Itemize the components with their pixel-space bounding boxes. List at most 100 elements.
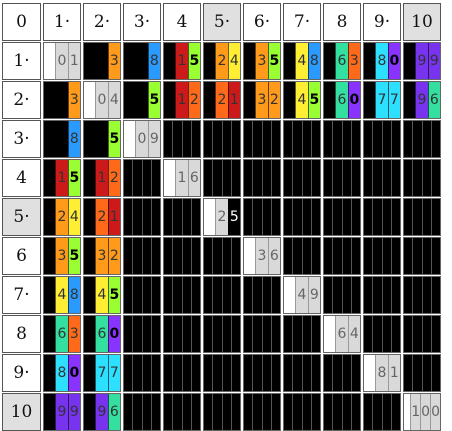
product-cell-8-6[interactable]: [243, 315, 281, 353]
product-cell-9-10[interactable]: [403, 354, 441, 392]
product-cell-6-3[interactable]: [123, 237, 161, 275]
product-cell-3-10[interactable]: [403, 120, 441, 158]
product-cell-6-7[interactable]: [283, 237, 321, 275]
product-cell-10-6[interactable]: [243, 393, 281, 431]
product-cell-3-7[interactable]: [283, 120, 321, 158]
product-cell-7-4[interactable]: [163, 276, 201, 314]
product-cell-9-4[interactable]: [163, 354, 201, 392]
product-cell-3-6[interactable]: [243, 120, 281, 158]
product-cell-7-5[interactable]: [203, 276, 241, 314]
product-cell-7-9[interactable]: [363, 276, 401, 314]
product-cell-4-9[interactable]: [363, 159, 401, 197]
product-cell-4-8[interactable]: [323, 159, 361, 197]
product-cell-9-5[interactable]: [203, 354, 241, 392]
product-cell-2-1[interactable]: 3: [43, 81, 81, 119]
product-cell-6-8[interactable]: [323, 237, 361, 275]
product-cell-5-4[interactable]: [163, 198, 201, 236]
product-cell-5-6[interactable]: [243, 198, 281, 236]
product-cell-4-7[interactable]: [283, 159, 321, 197]
product-cell-10-7[interactable]: [283, 393, 321, 431]
product-cell-7-6[interactable]: [243, 276, 281, 314]
product-cell-3-9[interactable]: [363, 120, 401, 158]
product-cell-7-10[interactable]: [403, 276, 441, 314]
product-cell-6-9[interactable]: [363, 237, 401, 275]
product-cell-6-4[interactable]: [163, 237, 201, 275]
product-cell-5-7[interactable]: [283, 198, 321, 236]
product-cell-3-5[interactable]: [203, 120, 241, 158]
product-cell-1-3[interactable]: 8: [123, 42, 161, 80]
product-cell-4-3[interactable]: [123, 159, 161, 197]
product-cell-3-2[interactable]: 5: [83, 120, 121, 158]
product-cell-5-9[interactable]: [363, 198, 401, 236]
product-cell-1-2[interactable]: 3: [83, 42, 121, 80]
product-cell-5-8[interactable]: [323, 198, 361, 236]
product-cell-3-8[interactable]: [323, 120, 361, 158]
product-cell-9-8[interactable]: [323, 354, 361, 392]
product-cell-7-3[interactable]: [123, 276, 161, 314]
product-cell-8-7[interactable]: [283, 315, 321, 353]
product-cell-7-8[interactable]: [323, 276, 361, 314]
product-cell-6-10[interactable]: [403, 237, 441, 275]
product-cell-5-10[interactable]: [403, 198, 441, 236]
product-cell-8-3[interactable]: [123, 315, 161, 353]
product-cell-8-9[interactable]: [363, 315, 401, 353]
product-cell-2-3[interactable]: 5: [123, 81, 161, 119]
product-cell-3-4[interactable]: [163, 120, 201, 158]
product-cell-3-1[interactable]: 8: [43, 120, 81, 158]
product-cell-9-6[interactable]: [243, 354, 281, 392]
product-cell-10-8[interactable]: [323, 393, 361, 431]
product-cell-5-3[interactable]: [123, 198, 161, 236]
product-cell-8-4[interactable]: [163, 315, 201, 353]
product-cell-8-5[interactable]: [203, 315, 241, 353]
product-cell-9-7[interactable]: [283, 354, 321, 392]
product-cell-4-10[interactable]: [403, 159, 441, 197]
product-cell-10-5[interactable]: [203, 393, 241, 431]
product-cell-4-6[interactable]: [243, 159, 281, 197]
product-cell-10-9[interactable]: [363, 393, 401, 431]
product-cell-4-5[interactable]: [203, 159, 241, 197]
product-cell-10-4[interactable]: [163, 393, 201, 431]
product-cell-10-3[interactable]: [123, 393, 161, 431]
product-cell-9-3[interactable]: [123, 354, 161, 392]
product-cell-6-5[interactable]: [203, 237, 241, 275]
product-cell-8-10[interactable]: [403, 315, 441, 353]
